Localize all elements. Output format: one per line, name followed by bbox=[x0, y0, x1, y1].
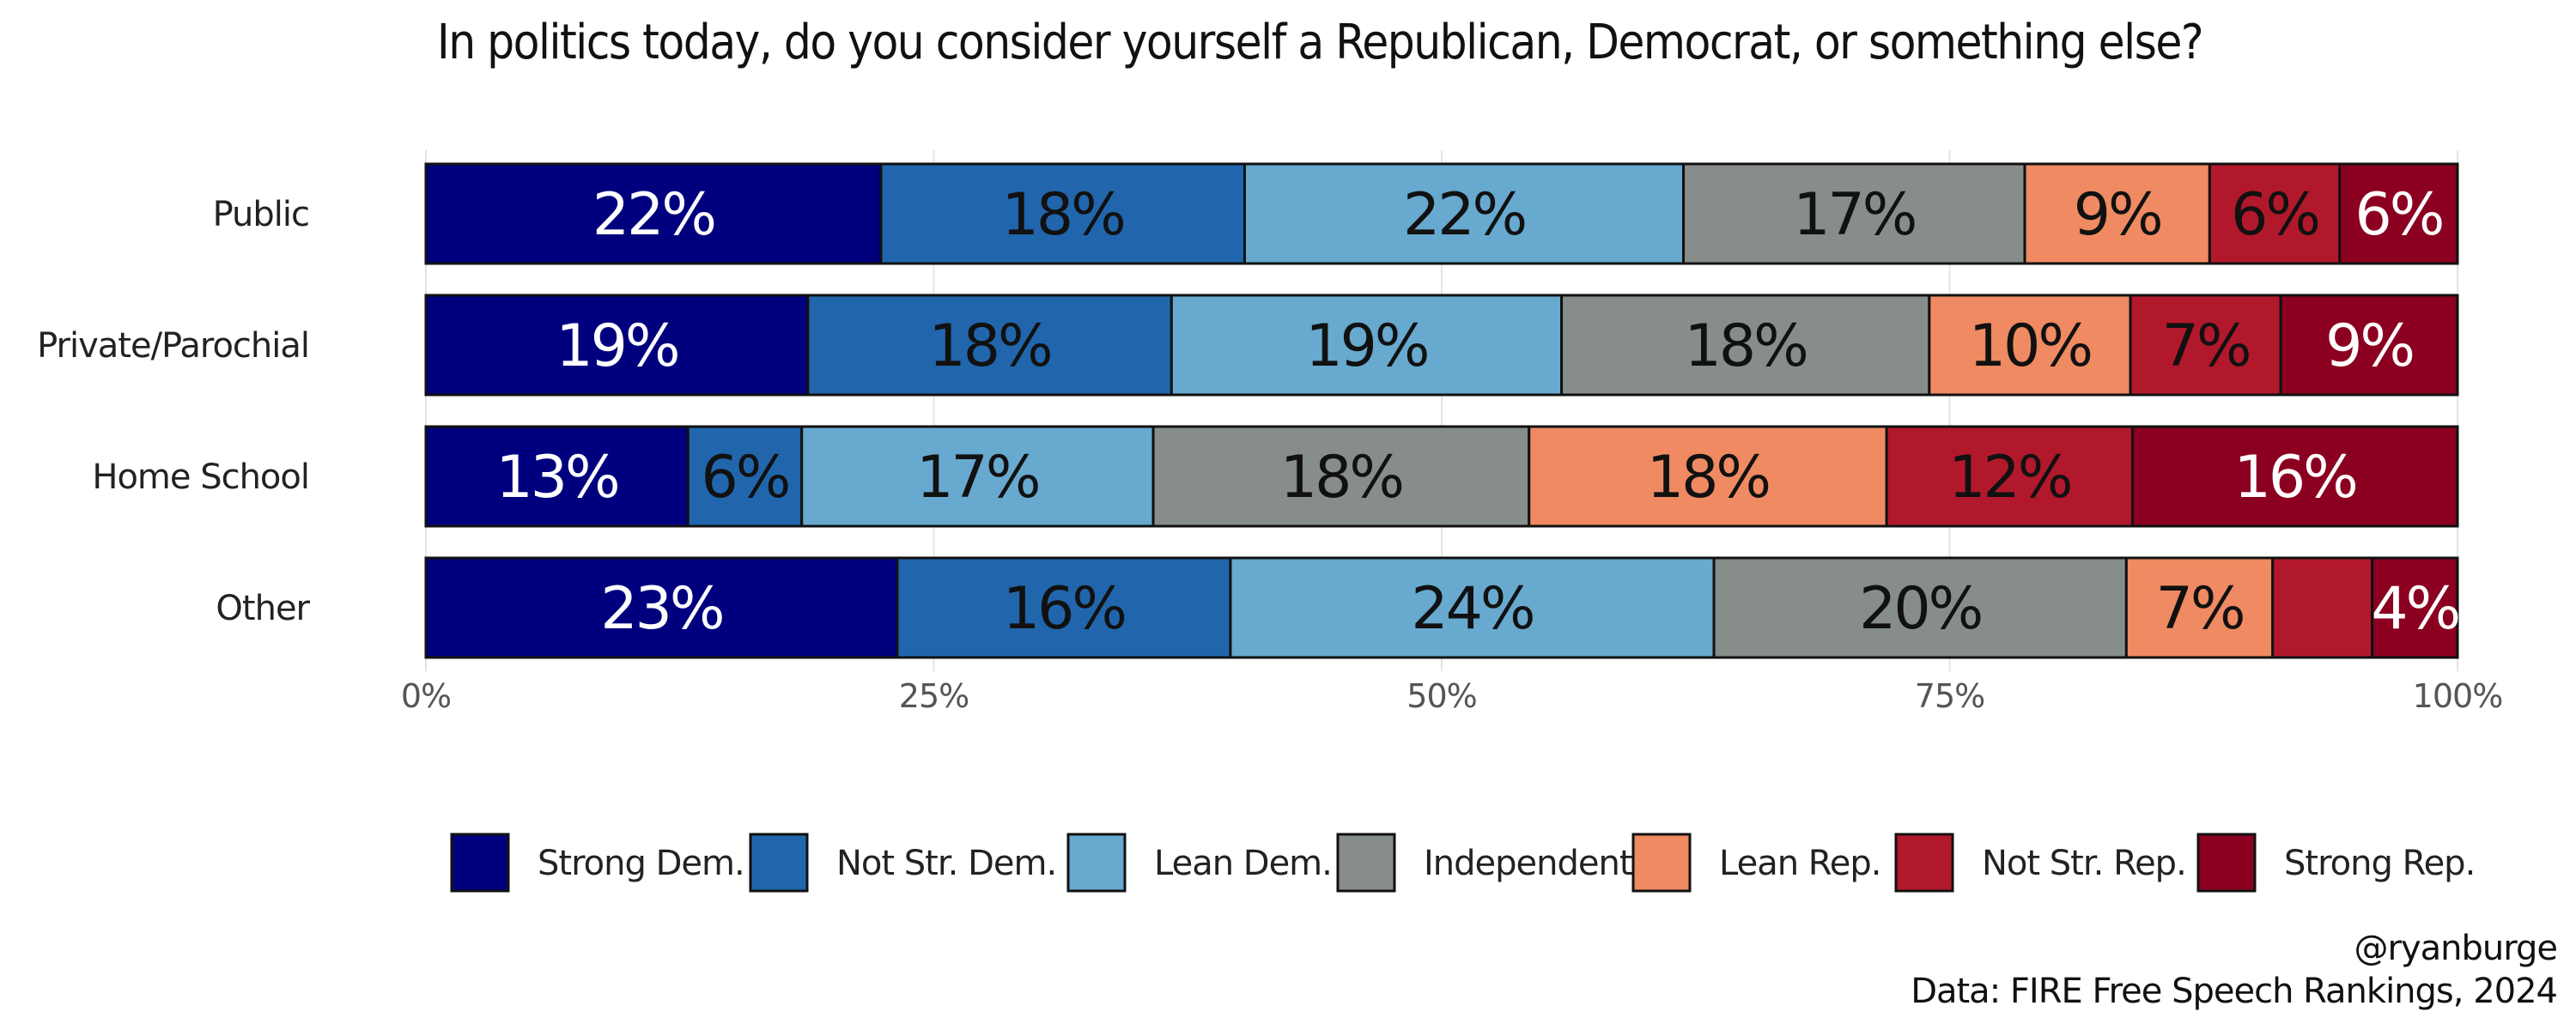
legend-label: Lean Dem. bbox=[1154, 844, 1332, 883]
legend-swatch bbox=[1336, 833, 1396, 893]
data-label: 22% bbox=[1403, 181, 1525, 249]
data-label: 6% bbox=[2354, 181, 2442, 249]
bar-segment bbox=[686, 425, 804, 528]
legend-label: Not Str. Dem. bbox=[836, 844, 1056, 883]
x-tick-label: 50% bbox=[1406, 677, 1476, 715]
caption-source: Data: FIRE Free Speech Rankings, 2024 bbox=[1911, 972, 2557, 1011]
data-label: 10% bbox=[1969, 312, 2091, 380]
data-label: 9% bbox=[2325, 312, 2413, 380]
data-label: 18% bbox=[928, 312, 1050, 380]
bar-segment bbox=[1151, 425, 1531, 528]
bars: 22% 18% 22% 17% 9% 6% 6%19% 18% 19% 18% 10% 7% 9%13%… bbox=[424, 162, 2461, 659]
bar-segment bbox=[2371, 556, 2459, 659]
bar-segment bbox=[424, 556, 899, 659]
data-label: 19% bbox=[1305, 312, 1427, 380]
caption-author: @ryanburge bbox=[2354, 929, 2557, 968]
chart-title: In politics today, do you consider yours… bbox=[437, 15, 2202, 70]
data-label: 4% bbox=[2371, 575, 2458, 643]
data-label: 6% bbox=[702, 444, 789, 512]
legend-swatch bbox=[749, 833, 809, 893]
data-label: 18% bbox=[1280, 444, 1402, 512]
data-label: 19% bbox=[556, 312, 677, 380]
x-tick-label: 100% bbox=[2413, 677, 2503, 715]
data-label: 18% bbox=[1685, 312, 1807, 380]
bar-segment bbox=[1928, 294, 2132, 397]
bar-segment bbox=[806, 294, 1173, 397]
data-label: 17% bbox=[1793, 181, 1915, 249]
legend: Strong Dem. Not Str. Dem. Lean Dem. Indepen… bbox=[450, 833, 2476, 893]
data-label: 24% bbox=[1411, 575, 1533, 643]
x-axis-ticks: 0% 25% 50% 75% 100% bbox=[401, 677, 2503, 715]
bar-segment bbox=[896, 556, 1232, 659]
x-tick-label: 25% bbox=[899, 677, 969, 715]
x-tick-label: 0% bbox=[401, 677, 451, 715]
category-label: Home School bbox=[92, 457, 309, 497]
data-label: 18% bbox=[1647, 444, 1769, 512]
legend-swatch bbox=[2196, 833, 2257, 893]
bar-segment bbox=[424, 294, 810, 397]
bar-segment bbox=[1560, 294, 1931, 397]
data-label: 7% bbox=[2156, 575, 2244, 643]
category-labels: Public Private/Parochial Home School Other bbox=[37, 195, 311, 628]
bar-segment bbox=[1229, 556, 1716, 659]
bar-segment bbox=[2129, 294, 2282, 397]
data-label: 13% bbox=[496, 444, 618, 512]
bar-segment bbox=[2130, 425, 2459, 528]
legend-label: Strong Rep. bbox=[2284, 844, 2475, 883]
data-label: 6% bbox=[2231, 181, 2318, 249]
legend-label: Independent bbox=[1424, 844, 1632, 883]
bar-segment bbox=[2338, 162, 2459, 265]
category-label: Public bbox=[213, 195, 309, 234]
legend-label: Lean Rep. bbox=[1719, 844, 1880, 883]
data-label: 12% bbox=[1948, 444, 2070, 512]
legend-label: Strong Dem. bbox=[538, 844, 744, 883]
bar-segment bbox=[424, 425, 690, 528]
legend-swatch bbox=[450, 833, 510, 893]
bar-segment bbox=[879, 162, 1246, 265]
bar-segment bbox=[424, 162, 883, 265]
legend-swatch bbox=[1631, 833, 1692, 893]
data-label: 18% bbox=[1002, 181, 1124, 249]
data-label: 7% bbox=[2162, 312, 2250, 380]
legend-swatch bbox=[1066, 833, 1127, 893]
data-label: 20% bbox=[1859, 575, 1981, 643]
data-label: 17% bbox=[916, 444, 1038, 512]
x-tick-label: 75% bbox=[1915, 677, 1984, 715]
category-label: Other bbox=[216, 589, 310, 628]
data-label: 23% bbox=[600, 575, 722, 643]
data-label: 22% bbox=[592, 181, 714, 249]
data-label: 16% bbox=[1003, 575, 1125, 643]
legend-label: Not Str. Rep. bbox=[1982, 844, 2186, 883]
bar-segment bbox=[2279, 294, 2459, 397]
bar-segment bbox=[800, 425, 1155, 528]
bar-segment bbox=[1712, 556, 2128, 659]
bar-segment bbox=[2124, 556, 2275, 659]
bar-segment bbox=[2271, 556, 2374, 659]
category-label: Private/Parochial bbox=[37, 326, 309, 366]
bar-segment bbox=[2208, 162, 2342, 265]
data-label: 16% bbox=[2234, 444, 2356, 512]
data-label: 9% bbox=[2074, 181, 2161, 249]
legend-swatch bbox=[1894, 833, 1954, 893]
